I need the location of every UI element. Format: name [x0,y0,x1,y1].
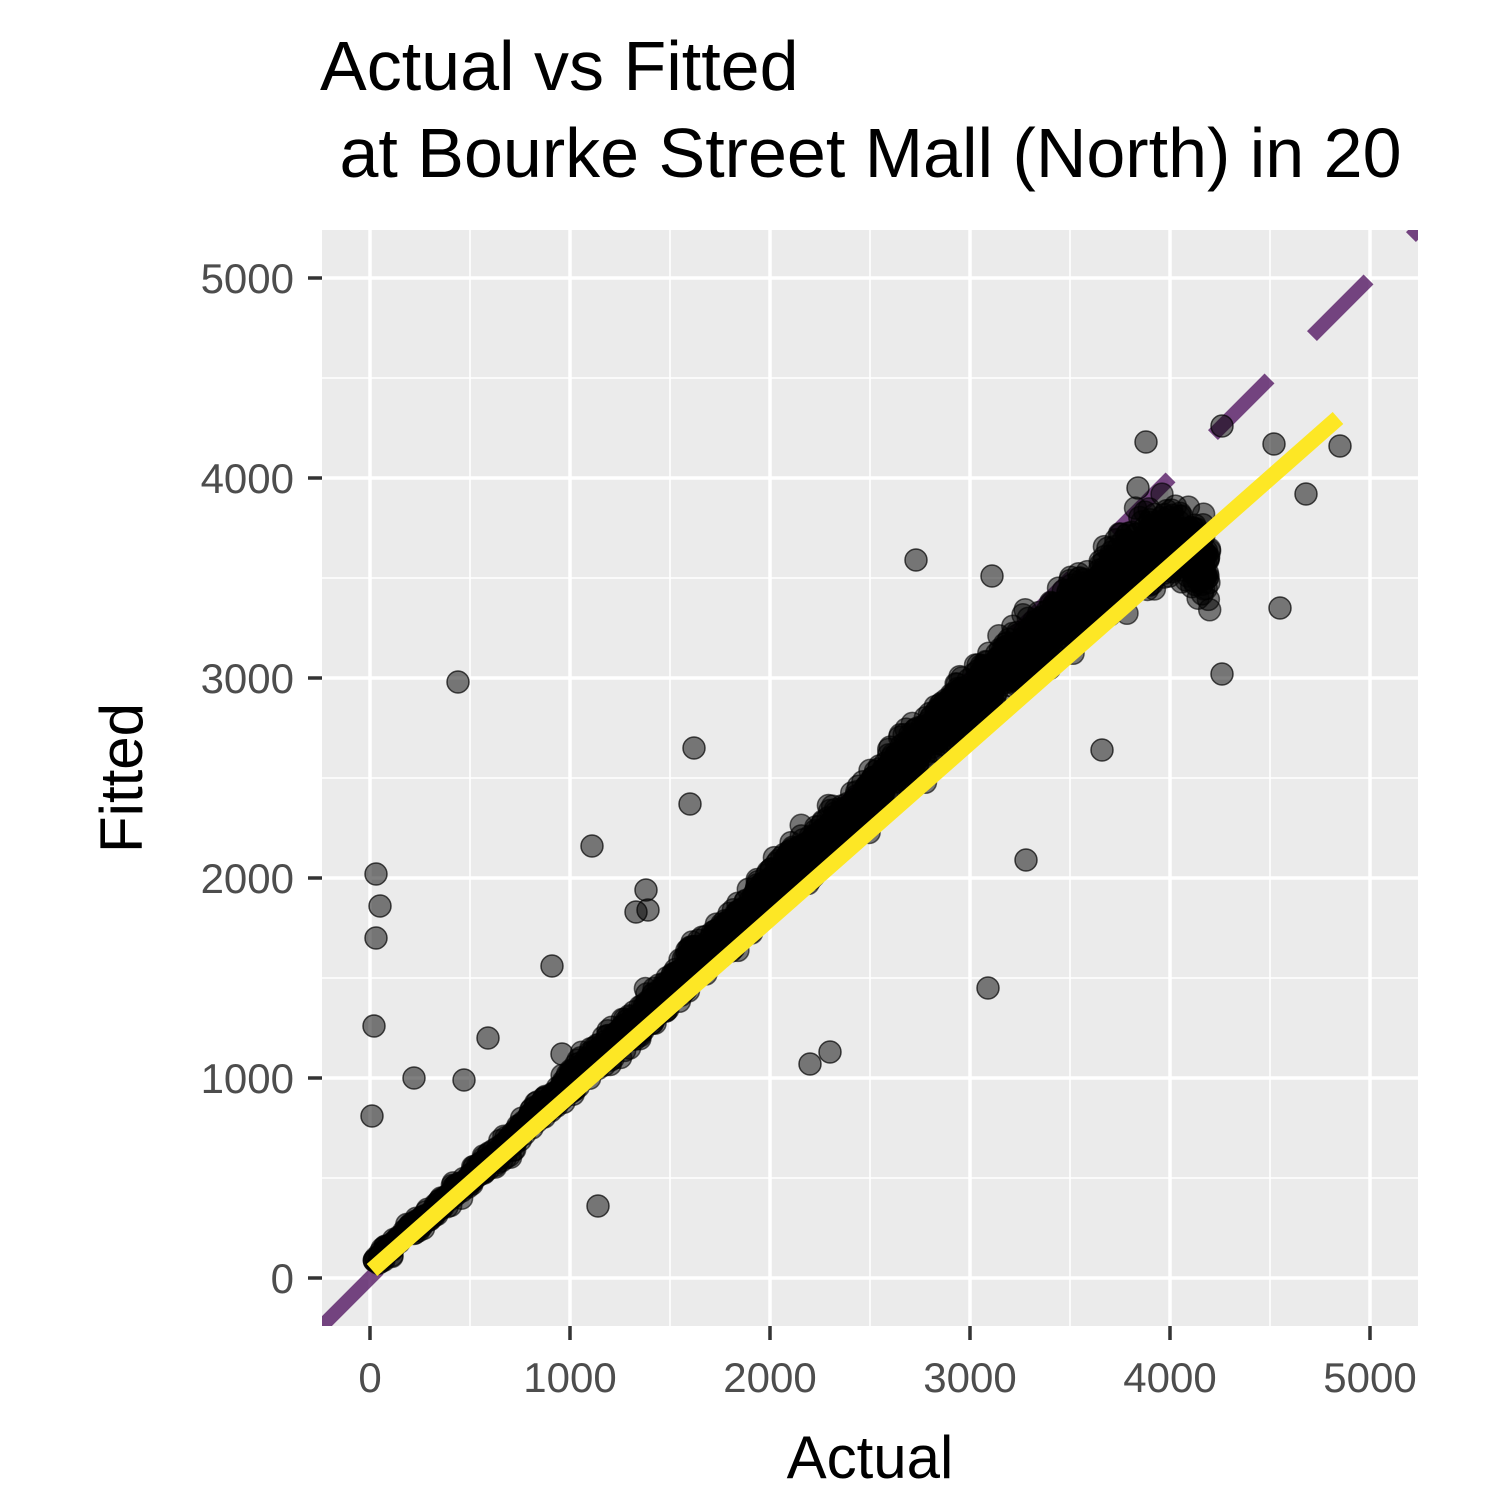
outlier-point [818,1040,842,1064]
outlier-point [452,1068,476,1092]
outlier-point [1210,662,1234,686]
outlier-point [540,954,564,978]
x-tick-label: 2000 [723,1354,816,1401]
y-tick-label: 2000 [201,855,294,902]
outlier-point [980,564,1004,588]
outlier-point [798,1052,822,1076]
data-point [772,863,797,887]
outlier-point [364,926,388,950]
outlier-point [1262,432,1286,456]
outlier-point [1126,476,1150,500]
outlier-point [362,1014,386,1038]
outlier-point [976,976,1000,1000]
outlier-point [1328,434,1352,458]
data-point [739,901,763,925]
outlier-point [368,894,392,918]
outlier-point [904,548,928,572]
data-point [841,789,865,814]
data-point [858,778,883,802]
data-point [655,965,679,990]
data-point [1121,560,1145,585]
x-tick-label: 3000 [923,1354,1016,1401]
panel-content [322,230,1418,1326]
x-tick-label: 4000 [1123,1354,1216,1401]
y-axis: 0 1000 2000 3000 4000 5000 [201,255,322,1302]
data-point [792,839,816,864]
x-tick-label: 0 [358,1354,381,1401]
data-point [969,685,994,709]
data-point [950,704,974,728]
fitted-regression-line [366,412,1344,1276]
outlier-point [1268,596,1292,620]
data-point [919,705,943,729]
y-tick-label: 5000 [201,255,294,302]
outlier-point [550,1042,574,1066]
outlier-point [476,1026,500,1050]
chart-subtitle: at Bourke Street Mall (North) in 20 [320,114,1402,192]
data-point [1023,621,1048,646]
x-tick-label: 1000 [523,1354,616,1401]
outlier-point [402,1066,426,1090]
data-point [940,684,964,709]
x-axis: 0 1000 2000 3000 4000 5000 [358,1326,1417,1401]
data-point [970,664,995,688]
outlier-points [360,414,1352,1218]
outlier-point [1210,414,1234,438]
data-point [1190,582,1215,606]
outlier-point [364,862,388,886]
outlier-point [586,1194,610,1218]
data-point [1107,522,1132,546]
major-gridlines [322,230,1418,1326]
y-axis-title: Fitted [88,703,155,853]
outlier-point [1134,430,1158,454]
outlier-point [1294,482,1318,506]
data-point [1067,566,1092,590]
outlier-point [360,1104,384,1128]
data-point [1013,597,1037,622]
data-point [1097,566,1121,590]
data-point [815,821,839,845]
outlier-point [446,670,470,694]
y-tick-label: 4000 [201,455,294,502]
x-tick-label: 5000 [1323,1354,1416,1401]
data-point [919,726,943,750]
outlier-point [682,736,706,760]
data-point [897,738,922,762]
y-tick-label: 1000 [201,1055,294,1102]
outlier-point [580,834,604,858]
x-axis-title: Actual [787,1424,954,1491]
outlier-point [1090,738,1114,762]
data-point [688,943,713,968]
y-tick-label: 3000 [201,655,294,702]
y-tick-label: 0 [271,1255,294,1302]
data-point [789,813,813,838]
outlier-point [634,878,658,902]
chart-title: Actual vs Fitted [320,27,799,105]
outlier-point [678,792,702,816]
outlier-point [1014,848,1038,872]
data-point [744,878,768,903]
outlier-point [624,900,648,924]
data-point [1041,606,1066,630]
data-point [1163,494,1188,518]
data-point [992,650,1016,674]
